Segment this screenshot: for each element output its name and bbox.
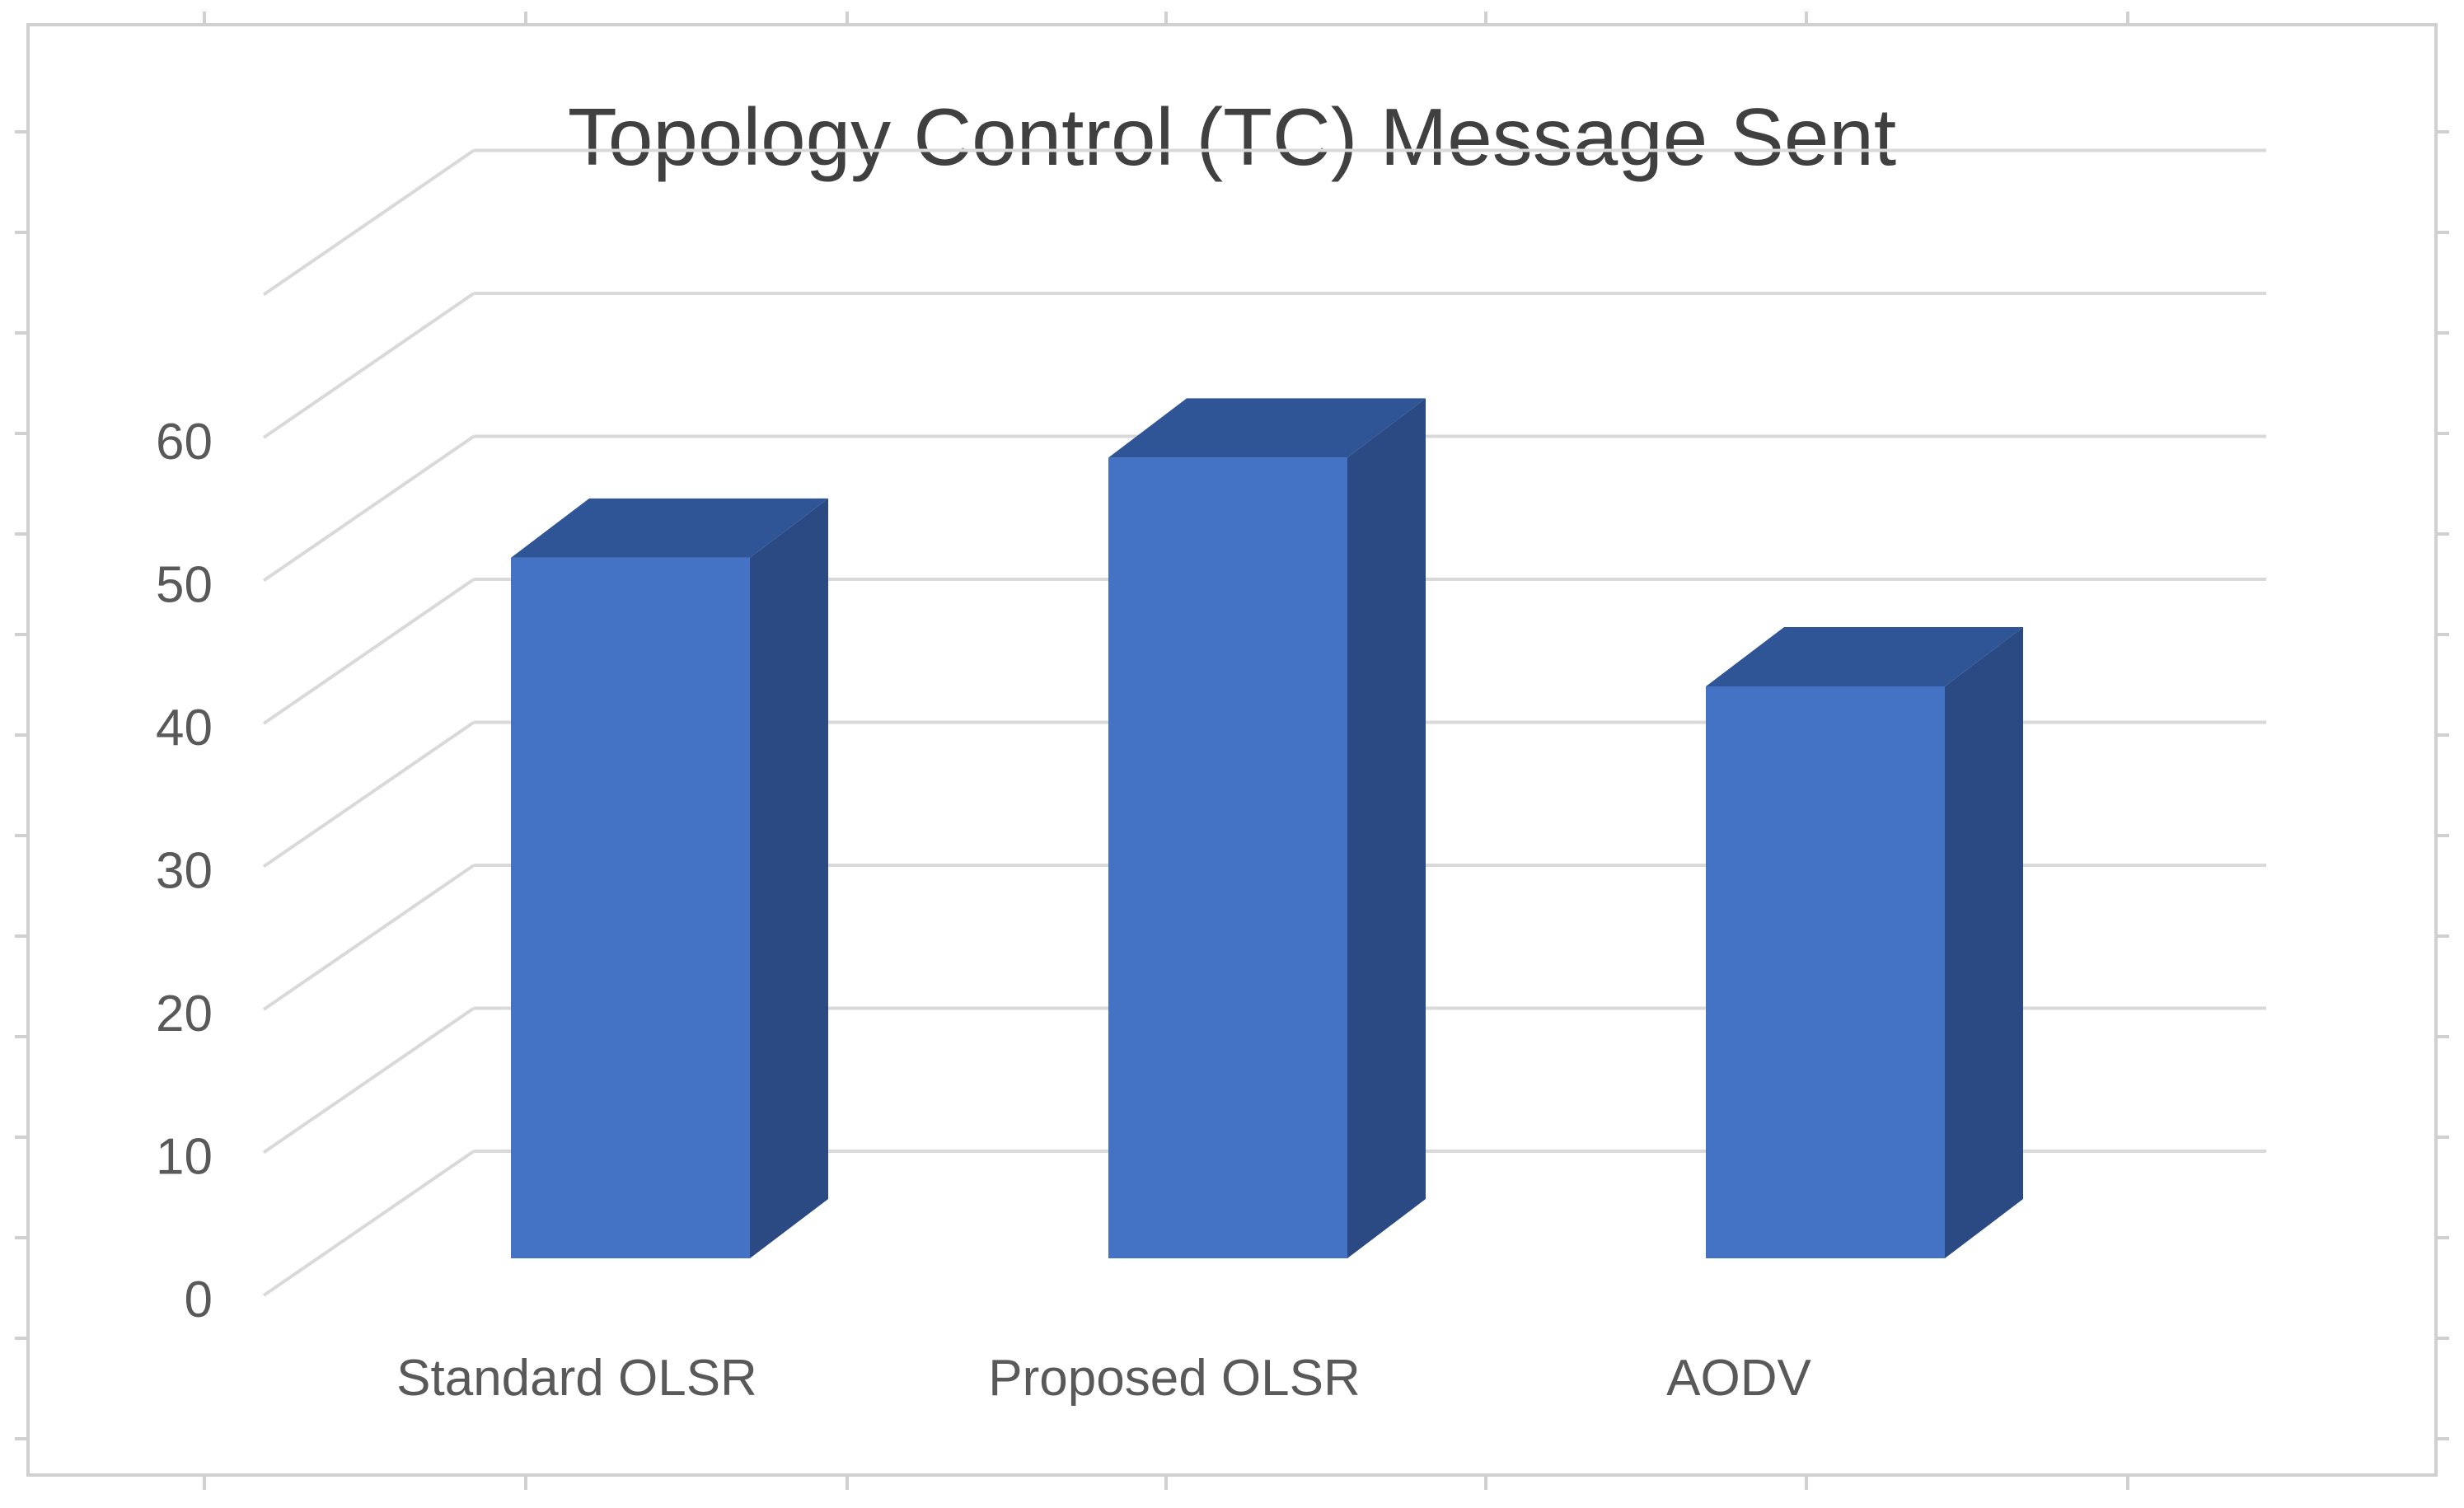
- gridline-diagonal: [262, 1006, 475, 1154]
- y-tick-labels: 0 10 20 30 40 50 60: [156, 414, 213, 1328]
- bar-front: [511, 557, 750, 1258]
- bar-front: [1108, 457, 1347, 1258]
- outer-tick-marks: [15, 12, 2449, 1490]
- bar-side: [1347, 398, 1426, 1258]
- gridline-diagonal: [262, 1150, 475, 1297]
- bar-top: [1108, 398, 1426, 458]
- x-tick-label: Proposed OLSR: [988, 1350, 1360, 1407]
- bar-side: [1945, 627, 2023, 1258]
- y-tick-label: 10: [156, 1129, 213, 1186]
- y-tick-label: 0: [185, 1271, 213, 1328]
- y-tick-label: 20: [156, 986, 213, 1042]
- bar-side: [750, 498, 828, 1258]
- bar-top: [511, 498, 828, 558]
- x-tick-label: Standard OLSR: [396, 1350, 757, 1407]
- x-tick-labels: Standard OLSR Proposed OLSR AODV: [396, 1350, 1811, 1407]
- bar-top: [1706, 627, 2023, 686]
- bar: [1706, 627, 2023, 1258]
- gridline-diagonal: [262, 292, 475, 439]
- bar: [1108, 398, 1426, 1258]
- gridline-diagonal: [262, 720, 475, 869]
- x-tick-label: AODV: [1666, 1350, 1811, 1407]
- y-tick-label: 40: [156, 700, 213, 756]
- bar-front: [1706, 686, 1945, 1258]
- bars: [511, 398, 2023, 1258]
- chart-title: Topology Control (TC) Message Sent: [568, 91, 1896, 182]
- bar: [511, 498, 828, 1258]
- gridline-diagonal: [262, 148, 475, 297]
- y-tick-label: 50: [156, 557, 213, 614]
- gridline-diagonal: [262, 864, 475, 1011]
- y-tick-label: 30: [156, 843, 213, 900]
- y-tick-label: 60: [156, 414, 213, 471]
- gridline-diagonal: [262, 578, 475, 725]
- gridline-diagonal: [262, 434, 475, 583]
